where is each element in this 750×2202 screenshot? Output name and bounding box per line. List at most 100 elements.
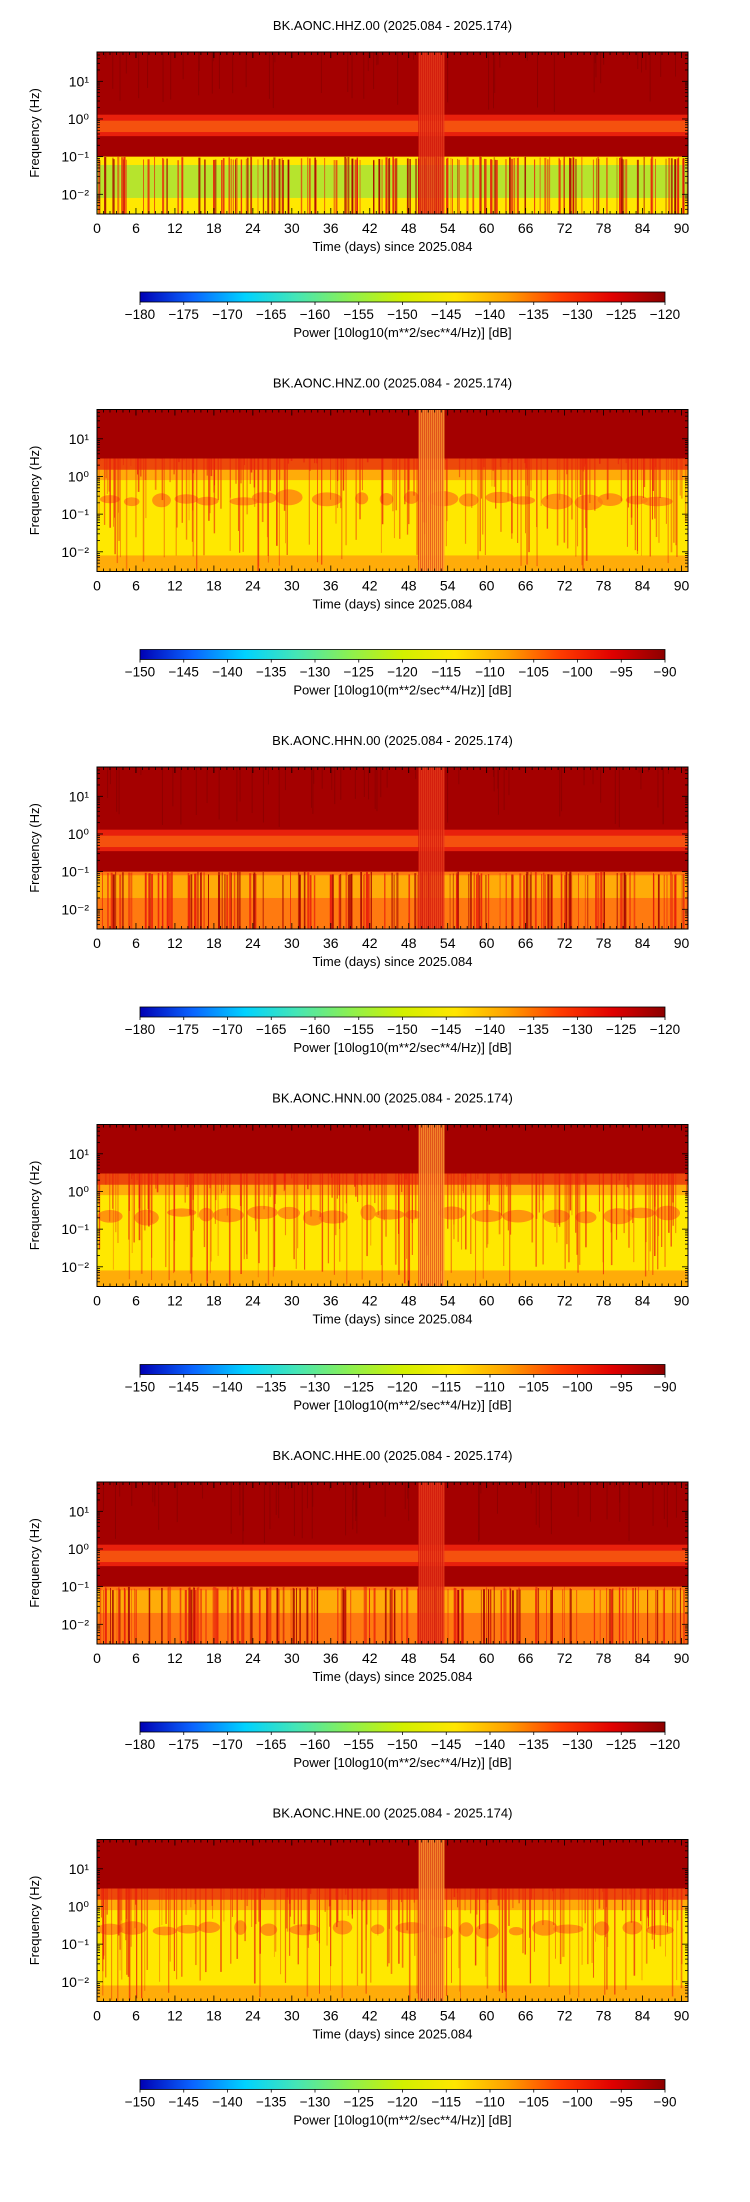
x-tick-label: 36 <box>323 1650 339 1666</box>
y-axis-label: Frequency (Hz) <box>27 1161 42 1251</box>
streak <box>222 872 223 929</box>
streak <box>516 1590 518 1644</box>
streak <box>307 872 309 929</box>
streak <box>282 875 283 929</box>
colorbar-tick-label: −125 <box>344 2095 374 2110</box>
microseism-blob <box>355 492 368 504</box>
microseism-blob <box>196 497 218 506</box>
streak <box>243 459 244 552</box>
streak <box>117 459 118 564</box>
streak <box>637 160 639 214</box>
streak <box>617 873 618 929</box>
colorbar <box>140 292 665 302</box>
streak <box>154 157 155 214</box>
streak <box>470 1174 471 1254</box>
spectrogram-image <box>97 410 689 572</box>
streak <box>600 52 601 83</box>
streak <box>240 1174 242 1207</box>
x-tick-label: 84 <box>635 220 651 236</box>
streak <box>271 160 273 214</box>
streak <box>490 1889 491 1901</box>
streak <box>279 767 280 827</box>
streak <box>155 1174 156 1189</box>
streak <box>324 1889 326 1912</box>
colorbar-tick-label: −155 <box>344 1022 374 1037</box>
x-tick-label: 0 <box>93 220 101 236</box>
streak <box>600 1590 601 1644</box>
x-tick-label: 24 <box>245 1293 261 1309</box>
streak <box>163 52 164 102</box>
spectrogram-image <box>97 52 689 214</box>
colorbar-tick-label: −130 <box>300 1380 330 1395</box>
streak <box>595 1889 596 1942</box>
streak <box>246 1174 247 1255</box>
colorbar-tick-label: −175 <box>169 1737 199 1752</box>
streak <box>376 767 377 811</box>
microseism-blob <box>509 1927 524 1935</box>
colorbar-tick-label: −100 <box>562 1380 592 1395</box>
streak <box>227 1174 228 1216</box>
streak <box>386 1174 387 1237</box>
colorbar-tick-label: −165 <box>256 1737 286 1752</box>
streak <box>409 159 411 214</box>
streak <box>141 1889 142 1999</box>
streak <box>572 875 573 929</box>
streak <box>595 52 596 77</box>
streak <box>391 1588 393 1644</box>
streak <box>658 874 660 929</box>
streak <box>191 1590 193 1644</box>
streak <box>485 459 486 556</box>
streak <box>193 1174 194 1200</box>
streak <box>189 1587 190 1644</box>
streak <box>345 1482 346 1535</box>
streak <box>664 1174 665 1267</box>
streak <box>626 459 627 464</box>
streak <box>543 873 544 929</box>
streak <box>209 459 210 514</box>
microseism-blob <box>598 493 623 506</box>
streak <box>452 159 453 214</box>
streak <box>254 459 255 488</box>
streak <box>397 52 398 105</box>
streak <box>453 874 454 929</box>
streak <box>244 1174 245 1260</box>
spectrogram-image <box>97 1482 688 1644</box>
streak <box>476 1889 477 1915</box>
x-tick-label: 6 <box>132 578 140 594</box>
streak <box>566 1174 568 1245</box>
streak <box>230 459 231 498</box>
streak <box>632 1588 634 1644</box>
streak <box>393 159 395 214</box>
streak <box>603 1889 604 1909</box>
streak <box>488 874 489 929</box>
streak <box>389 158 390 214</box>
streak <box>332 1174 333 1198</box>
streak <box>595 873 597 929</box>
streak <box>390 1589 392 1644</box>
streak <box>634 872 636 929</box>
band-microseism-core <box>97 836 688 847</box>
streak <box>663 1589 665 1644</box>
streak <box>232 1889 233 1917</box>
x-tick-label: 72 <box>557 2008 573 2024</box>
streak <box>506 1589 507 1644</box>
x-tick-label: 66 <box>518 2008 534 2024</box>
streak <box>199 52 200 71</box>
colorbar <box>140 650 665 660</box>
streak <box>387 1889 388 1967</box>
streak <box>598 159 599 214</box>
streak <box>121 157 123 214</box>
streak <box>494 459 496 487</box>
x-tick-label: 78 <box>596 1650 612 1666</box>
x-tick-label: 54 <box>440 578 456 594</box>
streak <box>622 1588 623 1644</box>
streak <box>671 1174 672 1247</box>
streak <box>170 459 171 483</box>
streak <box>247 158 249 214</box>
streak <box>269 52 270 99</box>
streak <box>286 1889 288 1929</box>
streak <box>585 875 586 929</box>
streak <box>481 873 483 929</box>
streak <box>200 1589 202 1644</box>
streak <box>234 873 235 929</box>
